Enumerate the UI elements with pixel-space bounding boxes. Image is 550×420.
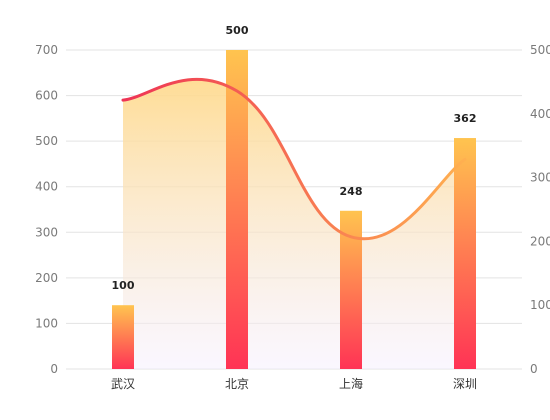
bar	[112, 305, 134, 369]
left-tick-label: 600	[35, 89, 58, 103]
left-tick-label: 200	[35, 271, 58, 285]
line-series	[121, 77, 467, 241]
right-tick-label: 500	[530, 43, 550, 57]
category-label: 武汉	[111, 377, 135, 391]
category-label: 深圳	[453, 377, 477, 391]
left-tick-label: 100	[35, 316, 58, 330]
left-axis-ticks: 0 100 200 300 400 500 600 700	[35, 43, 58, 376]
left-tick-label: 500	[35, 134, 58, 148]
left-tick-label: 0	[50, 362, 58, 376]
bar-data-label: 500	[226, 24, 249, 37]
right-tick-label: 300	[530, 171, 550, 185]
bar	[454, 138, 476, 369]
left-tick-label: 300	[35, 225, 58, 239]
left-tick-label: 700	[35, 43, 58, 57]
line-area-fill	[123, 79, 465, 369]
right-tick-label: 0	[530, 362, 538, 376]
category-label: 上海	[339, 376, 363, 391]
bar-data-label: 362	[454, 112, 477, 125]
bar	[226, 50, 248, 369]
right-tick-label: 100	[530, 298, 550, 312]
right-tick-label: 200	[530, 234, 550, 248]
left-tick-label: 400	[35, 180, 58, 194]
right-axis-ticks: 0 100 200 300 400 500	[530, 43, 550, 376]
line-series-path	[121, 77, 467, 241]
bar	[340, 210, 362, 369]
data-labels: 100 500 248 362	[112, 24, 477, 292]
right-tick-label: 400	[530, 107, 550, 121]
line-area	[123, 79, 465, 369]
category-label: 北京	[225, 377, 249, 391]
bars	[112, 50, 476, 369]
bar-data-label: 248	[340, 185, 363, 198]
category-labels: 武汉 北京 上海 深圳	[111, 376, 477, 391]
bar-data-label: 100	[112, 279, 135, 292]
